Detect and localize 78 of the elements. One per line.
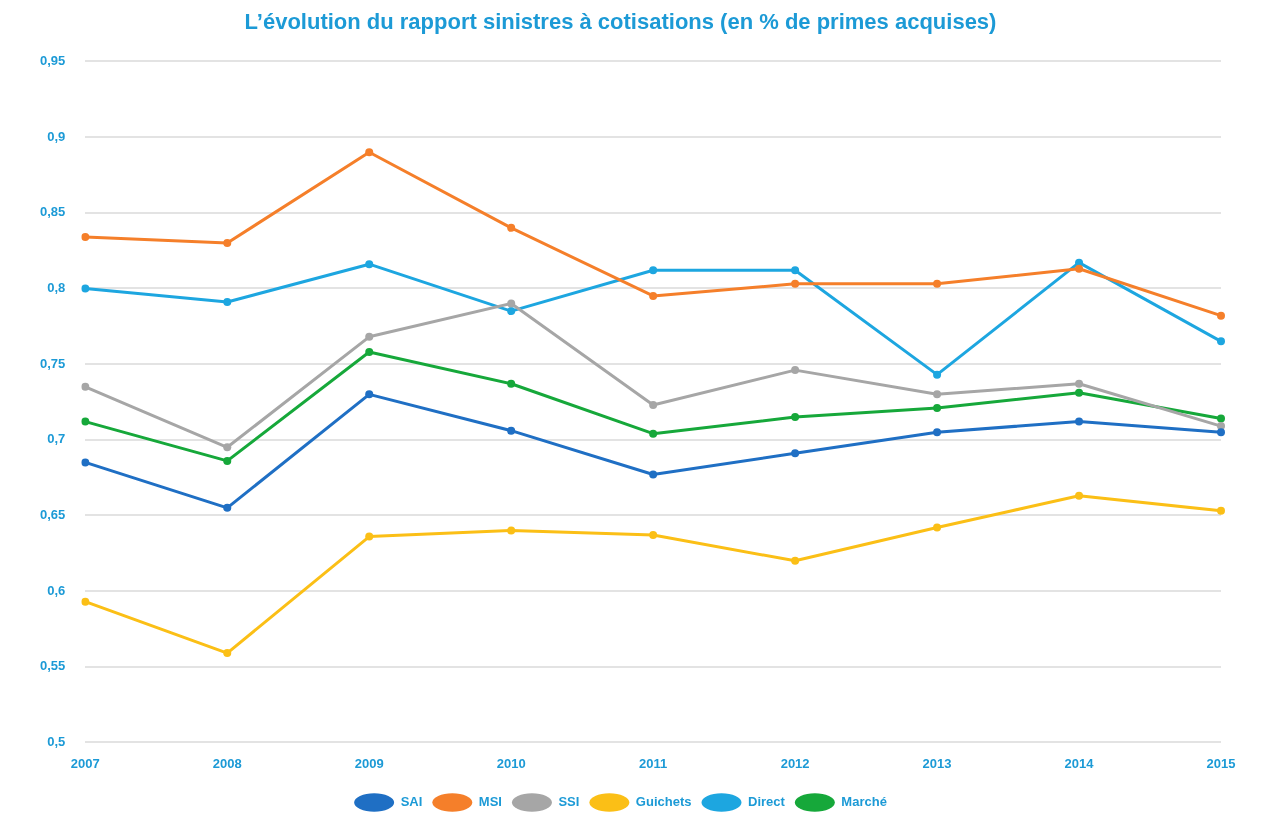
point	[507, 307, 516, 316]
point	[649, 470, 658, 479]
legend-label: SSI	[558, 794, 580, 810]
point	[365, 332, 374, 341]
y-tick-label: 0,7	[47, 431, 66, 447]
point	[1217, 414, 1225, 423]
point	[791, 449, 800, 458]
point	[1075, 264, 1084, 273]
y-tick-label: 0,95	[39, 52, 66, 68]
y-tick-label: 0,6	[47, 582, 66, 598]
point	[1217, 311, 1225, 320]
point	[649, 531, 658, 540]
point	[649, 266, 658, 275]
point	[1217, 506, 1225, 515]
point	[507, 223, 516, 232]
point	[365, 347, 374, 356]
x-tick-label: 2011	[639, 755, 668, 771]
y-tick-label: 0,65	[39, 506, 66, 522]
point	[81, 458, 90, 467]
point	[81, 597, 90, 606]
point	[365, 532, 374, 541]
y-tick-label: 0,85	[39, 204, 66, 220]
point	[649, 400, 658, 409]
point	[507, 299, 516, 308]
point	[933, 390, 942, 399]
point	[1075, 379, 1084, 388]
x-tick-label: 2007	[70, 755, 100, 771]
point	[81, 232, 90, 241]
point	[365, 390, 374, 399]
x-tick-label: 2012	[780, 755, 810, 771]
point	[933, 523, 942, 532]
y-tick-label: 0,8	[47, 279, 66, 295]
point	[223, 649, 232, 658]
x-tick-label: 2009	[354, 755, 384, 771]
x-tick-label: 2013	[922, 755, 952, 771]
y-tick-label: 0,75	[39, 355, 66, 371]
point	[223, 456, 232, 465]
legend-label: SAI	[400, 794, 423, 810]
point	[507, 526, 516, 535]
point	[81, 382, 90, 391]
point	[933, 428, 942, 437]
x-tick-label: 2008	[212, 755, 242, 771]
point	[223, 298, 232, 307]
point	[649, 429, 658, 438]
point	[507, 426, 516, 435]
point	[81, 284, 90, 293]
point	[791, 266, 800, 275]
point	[1075, 491, 1084, 500]
x-tick-label: 2014	[1064, 755, 1095, 771]
point	[791, 366, 800, 375]
legend-label: Direct	[748, 794, 786, 810]
point	[81, 417, 90, 426]
x-tick-label: 2015	[1206, 755, 1236, 771]
legend-label: MSI	[478, 794, 502, 810]
point	[791, 279, 800, 288]
point	[1217, 337, 1225, 346]
chart-title: L’évolution du rapport sinistres à cotisations (en % de primes acquises)	[244, 9, 997, 35]
y-tick-label: 0,5	[47, 733, 66, 749]
point	[933, 279, 942, 288]
x-tick-label: 2010	[496, 755, 526, 771]
point	[649, 291, 658, 300]
point	[1217, 428, 1225, 437]
point	[507, 379, 516, 388]
y-tick-label: 0,9	[47, 128, 66, 144]
point	[223, 443, 232, 452]
point	[791, 556, 800, 565]
point	[223, 503, 232, 512]
point	[365, 148, 374, 157]
point	[223, 239, 232, 247]
legend-label: Guichets	[635, 794, 692, 810]
legend-label: Marché	[841, 794, 887, 810]
y-tick-label: 0,55	[39, 658, 66, 674]
point	[1075, 417, 1084, 426]
point	[933, 370, 942, 379]
point	[1075, 388, 1084, 397]
point	[933, 403, 942, 412]
point	[365, 260, 374, 269]
point	[791, 413, 800, 422]
